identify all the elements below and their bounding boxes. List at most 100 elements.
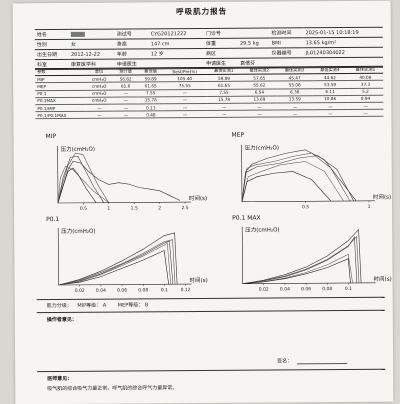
results-cell: — — [85, 111, 113, 118]
info-label: 年龄 — [115, 49, 149, 59]
results-cell: 0.48 — [138, 111, 163, 118]
divider — [37, 369, 385, 372]
info-label: 测试号 — [115, 29, 149, 39]
x-tick-label: 0.08 — [138, 287, 148, 293]
mip-grade: MIP等级： A — [77, 303, 106, 309]
results-cell: — — [206, 110, 241, 117]
y-axis-label: 压力(cmH₂O) — [245, 143, 279, 151]
y-axis-label: 压力(cmH₂O) — [245, 225, 279, 233]
series-line — [58, 243, 170, 285]
x-tick-label: 0.04 — [280, 286, 290, 292]
info-value — [238, 48, 270, 58]
chart-mip: 压力(cmH₂O) 时间(s) 0.5 1 1.5 2 2.5 — [42, 142, 207, 213]
chart-mep-title: MEP — [232, 132, 245, 139]
grade-line: 肌力分级： MIP等级： A MEP等级： B — [47, 301, 149, 309]
physician-opinion-label: 医师意见： — [47, 375, 72, 382]
results-cell: — — [113, 111, 138, 118]
info-label: BMI — [270, 38, 304, 48]
series-line — [242, 254, 352, 283]
chart-p01max: 压力(cmH₂O) 时间(s) 0.02 0.04 0.06 0.08 0.1 — [226, 223, 391, 294]
info-label: 仪器编号 — [270, 48, 304, 58]
chart-mip-title: MIP — [46, 133, 57, 140]
physician-opinion-text: 吸气肌的综合吸气力量正常。呼气肌的综合呼气力量异常。 — [47, 384, 177, 392]
divider — [37, 297, 385, 300]
series-line — [58, 241, 173, 285]
x-tick-label: 0.08 — [322, 286, 332, 292]
grade-label: 肌力分级： — [47, 303, 72, 309]
x-axis — [59, 284, 192, 285]
info-value: CYG20121222 — [149, 28, 204, 38]
operator-opinion-label: 操作者意见： — [47, 316, 77, 323]
results-cell: — — [277, 110, 312, 117]
info-label: 体重 — [204, 38, 238, 48]
y-axis-label: 压力(cmH₂O) — [61, 145, 95, 153]
info-value: JL01240304022 — [304, 47, 383, 58]
x-axis-label: 时间(s) — [190, 276, 208, 284]
info-label: 姓名 — [35, 29, 69, 39]
x-tick-label: 0.5 — [80, 206, 87, 212]
signature-label: 签名： — [277, 357, 292, 364]
results-row: P0.1/P0.1MAX——0.48—————— — [35, 109, 383, 119]
info-value: 13.65 kg/m² — [304, 37, 383, 48]
x-axis — [242, 201, 375, 202]
x-axis-label: 时间(s) — [189, 194, 207, 202]
x-axis — [243, 283, 376, 284]
series-line — [58, 161, 180, 203]
series-line — [242, 153, 350, 202]
redacted-name — [71, 31, 85, 36]
chart-p01-title: P0.1 — [46, 216, 59, 223]
x-tick-label: 0.06 — [301, 286, 311, 292]
series-line — [242, 237, 357, 284]
x-tick-label: 1 — [368, 204, 371, 210]
x-tick-label: 0.02 — [75, 288, 85, 294]
x-axis-label: 时间(s) — [374, 275, 392, 283]
x-tick-label: 0.5 — [302, 204, 309, 210]
results-cell: — — [348, 109, 384, 116]
x-tick-label: 0.1 — [161, 287, 168, 293]
info-label: 检测时间 — [269, 28, 303, 38]
info-value: 29.5 kg — [238, 38, 270, 48]
series-line — [242, 171, 331, 202]
info-value: 2012-12-22 — [69, 49, 115, 59]
x-tick-label: 0.1 — [345, 286, 352, 292]
chart-p01max-title: P0.1 MAX — [232, 215, 261, 222]
y-axis-label: 压力(cmH₂O) — [61, 227, 95, 235]
series-line — [242, 259, 350, 284]
info-value: 2025-01-15 10:18:19 — [303, 27, 382, 38]
x-axis — [58, 202, 191, 203]
info-label: 性别 — [35, 39, 69, 49]
divider — [37, 310, 385, 313]
info-value: 女 — [69, 39, 115, 49]
results-cell: — — [242, 110, 277, 117]
signature-line — [297, 363, 347, 364]
series-line — [58, 233, 177, 285]
results-cell: — — [163, 111, 206, 118]
x-tick-label: 0.06 — [117, 288, 127, 294]
x-tick-label: 0.12 — [181, 287, 191, 293]
series-line — [242, 161, 344, 202]
x-tick-label: 1 — [107, 206, 110, 212]
info-label: 门诊号 — [204, 28, 238, 38]
results-cell: P0.1/P0.1MAX — [35, 111, 85, 119]
info-value: 12 岁 — [149, 48, 204, 58]
results-cell: — — [313, 110, 348, 117]
report-title: 呼吸肌力报告 — [13, 5, 391, 19]
info-label: 病区 — [204, 48, 238, 58]
series-line — [242, 237, 359, 284]
x-tick-label: 2.5 — [181, 205, 188, 211]
x-tick-label: 0.02 — [259, 287, 269, 293]
info-value: 147 cm — [149, 38, 204, 48]
mep-grade: MEP等级： B — [118, 302, 149, 308]
chart-mep: 压力(cmH₂O) 时间(s) 0.5 1 — [226, 141, 391, 212]
x-axis-label: 时间(s) — [373, 193, 391, 201]
info-label: 出生日期 — [35, 49, 69, 59]
info-value — [238, 28, 270, 38]
x-tick-label: 2 — [158, 205, 161, 211]
info-label: 身高 — [115, 39, 149, 49]
info-value — [69, 29, 115, 39]
x-tick-label: 1.5 — [131, 205, 138, 211]
